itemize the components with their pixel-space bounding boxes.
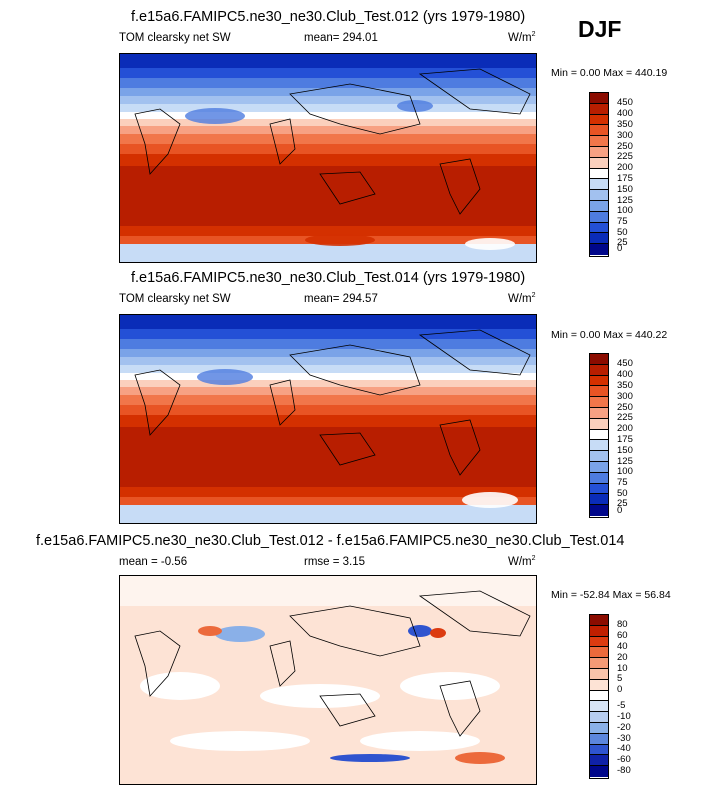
panel-2-minmax: Min = 0.00 Max = 440.22 (551, 329, 668, 341)
panel-2-mean-label: mean= 294.57 (304, 293, 378, 305)
panel-3-tick: 40 (617, 641, 628, 652)
panel-2-map (119, 314, 537, 524)
panel-3-tick: -80 (617, 765, 631, 776)
panel-1-tick: 75 (617, 216, 628, 227)
panel-3-mean-label: mean = -0.56 (119, 556, 188, 568)
panel-1-tick: 0 (617, 243, 623, 254)
panel-2-tick: 225 (617, 412, 633, 423)
panel-2-tick: 50 (617, 488, 628, 499)
panel-3-tick: -30 (617, 733, 631, 744)
panel-1-map-field (120, 54, 536, 262)
panel-3-tick: -20 (617, 722, 631, 733)
panel-2-title: f.e15a6.FAMIPC5.ne30_ne30.Club_Test.014 … (131, 270, 526, 286)
panel-1-tick: 350 (617, 119, 633, 130)
panel-3-tick: 0 (617, 684, 623, 695)
panel-1-colorbar (589, 92, 609, 257)
panel-3-tick: -10 (617, 711, 631, 722)
panel-2-map-field (120, 315, 536, 523)
panel-1-tick: 50 (617, 227, 628, 238)
panel-2-tick: 0 (617, 505, 623, 516)
panel-3-units: W/m2 (508, 555, 536, 568)
panel-1-minmax: Min = 0.00 Max = 440.19 (551, 67, 668, 79)
panel-1-tick: 250 (617, 141, 633, 152)
panel-2-tick: 200 (617, 423, 633, 434)
panel-2-tick: 75 (617, 477, 628, 488)
panel-2-tick: 350 (617, 380, 633, 391)
panel-1-tick: 200 (617, 162, 633, 173)
panel-1-tick: 300 (617, 130, 633, 141)
panel-3-title: f.e15a6.FAMIPC5.ne30_ne30.Club_Test.012 … (36, 533, 625, 549)
panel-3-tick: -5 (617, 700, 626, 711)
panel-3-tick: -40 (617, 743, 631, 754)
panel-3-colorbar (589, 614, 609, 779)
panel-3-rmse-label: rmse = 3.15 (304, 556, 366, 568)
panel-1-tick: 125 (617, 195, 633, 206)
panel-2-colorbar (589, 353, 609, 518)
panel-2-tick: 300 (617, 391, 633, 402)
panel-2-tick: 175 (617, 434, 633, 445)
panel-3-tick: -60 (617, 754, 631, 765)
panel-1-units: W/m2 (508, 31, 536, 44)
panel-1-tick: 150 (617, 184, 633, 195)
panel-1-tick: 25 (617, 237, 628, 248)
panel-3-tick: 20 (617, 652, 628, 663)
season-label: DJF (578, 16, 622, 42)
panel-2-tick: 400 (617, 369, 633, 380)
panel-2-variable-label: TOM clearsky net SW (119, 293, 231, 305)
panel-1-variable-label: TOM clearsky net SW (119, 32, 231, 44)
panel-3-minmax: Min = -52.84 Max = 56.84 (551, 589, 671, 601)
panel-1-mean-label: mean= 294.01 (304, 32, 378, 44)
panel-1-title: f.e15a6.FAMIPC5.ne30_ne30.Club_Test.012 … (131, 9, 526, 25)
panel-3-tick: 10 (617, 663, 628, 674)
panel-1-tick: 175 (617, 173, 633, 184)
panel-1-tick: 450 (617, 97, 633, 108)
panel-1-tick: 100 (617, 205, 633, 216)
panel-3-tick: 80 (617, 619, 628, 630)
panel-2-tick: 25 (617, 498, 628, 509)
panel-3-map-field (120, 576, 536, 784)
panel-2-units: W/m2 (508, 292, 536, 305)
panel-2-tick: 450 (617, 358, 633, 369)
panel-2-tick: 150 (617, 445, 633, 456)
panel-3-tick: 60 (617, 630, 628, 641)
panel-3-tick: 5 (617, 673, 623, 684)
panel-2-tick: 250 (617, 402, 633, 413)
panel-3-map (119, 575, 537, 785)
panel-2-tick: 125 (617, 456, 633, 467)
panel-2-tick: 100 (617, 466, 633, 477)
panel-1-tick: 400 (617, 108, 633, 119)
panel-1-tick: 225 (617, 151, 633, 162)
panel-1-map (119, 53, 537, 263)
